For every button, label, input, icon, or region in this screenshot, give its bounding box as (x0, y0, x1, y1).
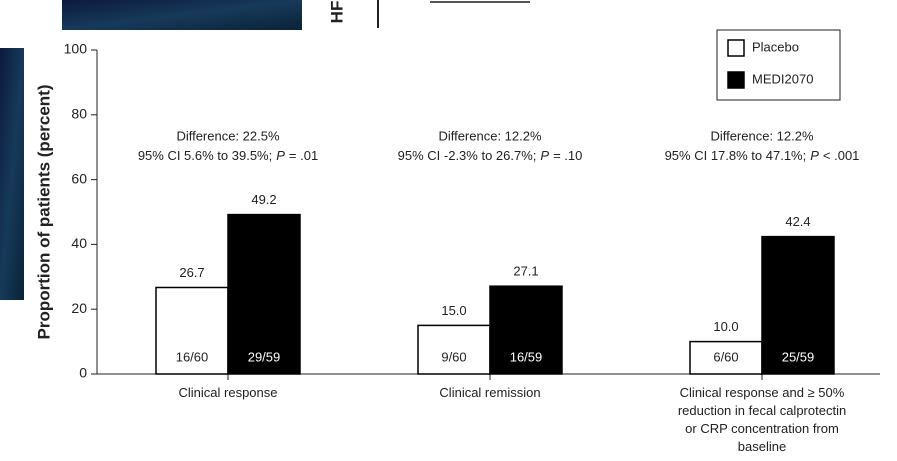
annotation-p-value: = .10 (553, 148, 582, 163)
x-tick-label: Clinical remission (439, 385, 540, 400)
annotation-ci: 95% CI -2.3% to 26.7%; (398, 148, 537, 163)
y-tick-label: 20 (71, 300, 87, 316)
value-label: 27.1 (513, 264, 538, 279)
value-label: 10.0 (713, 319, 738, 334)
background-image (0, 48, 24, 300)
legend-label: Placebo (752, 39, 799, 54)
y-axis-label: Proportion of patients (percent) (34, 85, 53, 340)
count-label: 6/60 (713, 349, 738, 364)
annotation-p-symbol: P (540, 148, 549, 163)
annotation-p-symbol: P (810, 148, 819, 163)
annotation-ci: 95% CI -2.3% to 26.7%;P = .10 (398, 148, 583, 163)
value-label: 15.0 (441, 303, 466, 318)
annotation-ci: 95% CI 5.6% to 39.5%; P = .01 (138, 148, 318, 163)
chart: HF Proportion of patients (percent) Plac… (0, 0, 897, 461)
count-label: 25/59 (782, 349, 815, 364)
x-tick-label: Clinical response (179, 385, 278, 400)
annotation-ci: 95% CI 17.8% to 47.1%; (665, 148, 807, 163)
header-fragment: HF (327, 1, 346, 24)
annotation-p-symbol: P (276, 148, 285, 163)
x-tick-label: Clinical response and ≥ 50%reduction in … (678, 385, 846, 454)
count-label: 16/60 (176, 349, 209, 364)
annotation-p-value: < .001 (823, 148, 860, 163)
annotation-difference: Difference: 12.2% (438, 128, 542, 143)
value-label: 49.2 (251, 192, 276, 207)
y-tick-label: 40 (71, 235, 87, 251)
annotation-difference: Difference: 22.5% (176, 128, 280, 143)
background-image (62, 0, 302, 30)
count-label: 29/59 (248, 349, 281, 364)
value-label: 42.4 (785, 214, 810, 229)
annotation-difference: Difference: 12.2% (710, 128, 814, 143)
legend-label: MEDI2070 (752, 71, 813, 86)
value-label: 26.7 (179, 265, 204, 280)
annotation-ci: 95% CI 5.6% to 39.5%; (138, 148, 272, 163)
y-tick-label: 60 (71, 170, 87, 186)
y-tick-label: 80 (71, 106, 87, 122)
count-label: 9/60 (441, 349, 466, 364)
legend: Placebo MEDI2070 (717, 30, 840, 100)
legend-swatch (728, 40, 744, 56)
annotation-p-value: = .01 (289, 148, 318, 163)
legend-swatch (728, 72, 744, 88)
count-label: 16/59 (510, 349, 543, 364)
y-tick-label: 0 (79, 365, 87, 381)
y-tick-label: 100 (64, 41, 88, 57)
annotation-ci: 95% CI 17.8% to 47.1%;P < .001 (665, 148, 860, 163)
